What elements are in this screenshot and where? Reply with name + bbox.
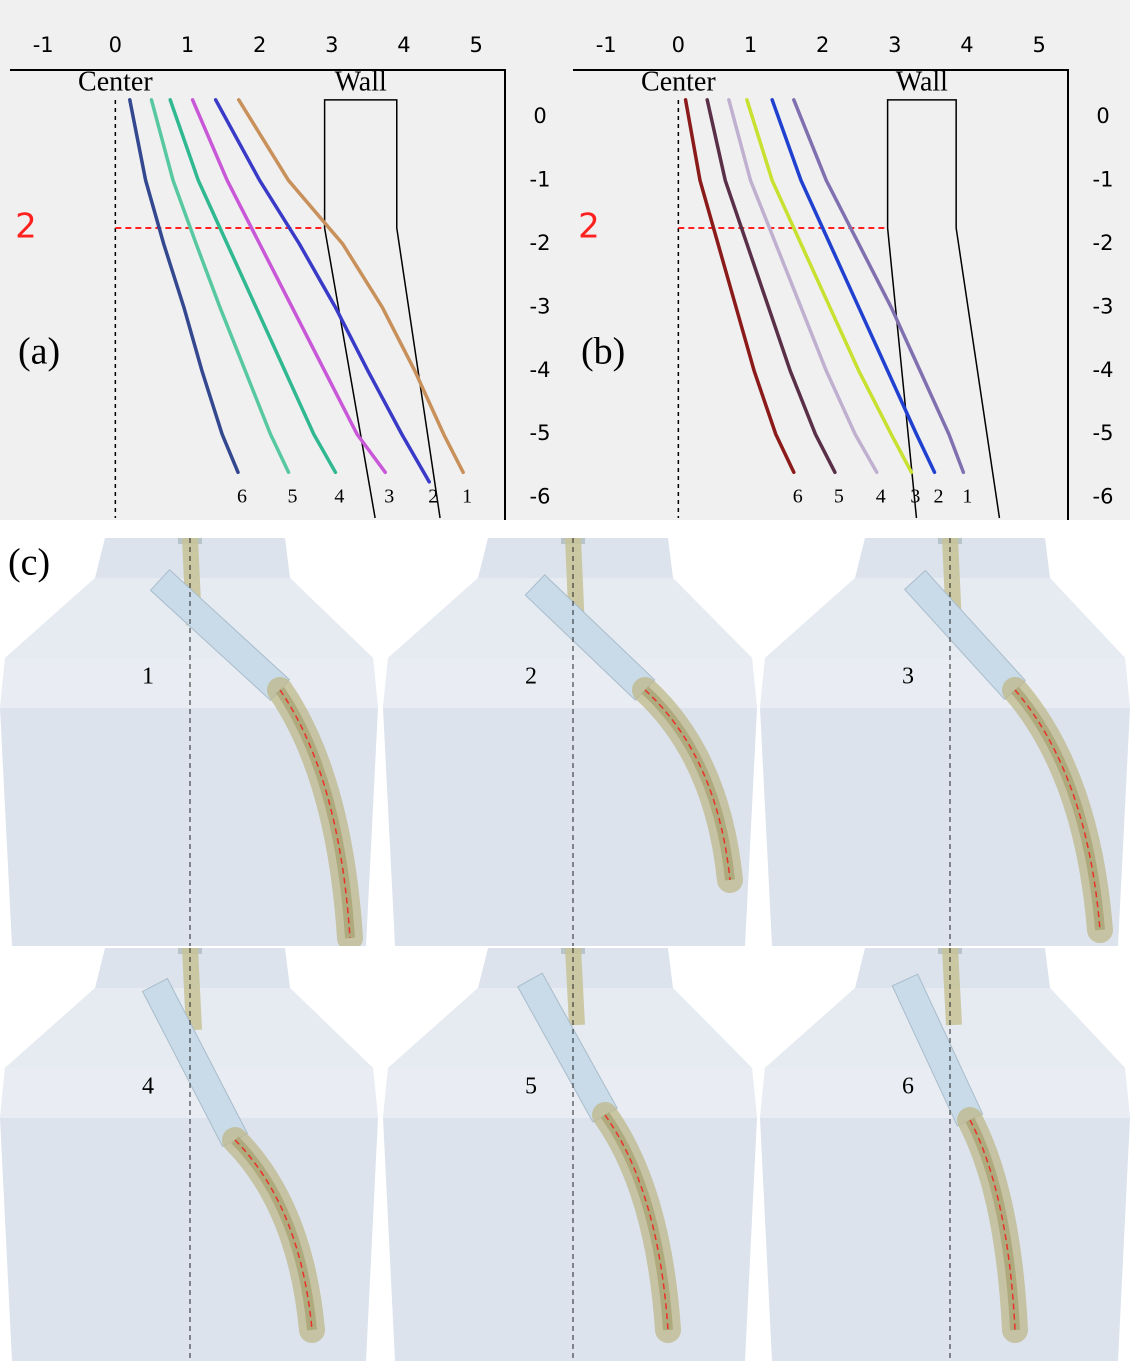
- figure: -10123450-1-2-3-4-5-62CenterWall(a)12345…: [0, 0, 1130, 1361]
- wall-label: Wall: [896, 66, 948, 97]
- x-tick-label: 4: [397, 33, 410, 57]
- image-label: 2: [525, 664, 537, 690]
- x-tick-label: 5: [1032, 33, 1045, 57]
- reference-label: 2: [15, 207, 37, 247]
- series-label: 6: [237, 485, 247, 507]
- series-label: 1: [962, 485, 972, 507]
- simulation-image: 5: [383, 948, 757, 1361]
- silo-band: [0, 658, 378, 708]
- series-label: 2: [428, 485, 438, 507]
- x-tick-label: 2: [816, 33, 829, 57]
- x-tick-label: 1: [744, 33, 757, 57]
- x-tick-label: 0: [109, 33, 122, 57]
- y-tick-label: -6: [530, 485, 551, 509]
- series-label: 4: [334, 485, 344, 507]
- y-tick-label: -2: [1093, 231, 1114, 255]
- image-label: 5: [525, 1074, 537, 1100]
- y-tick-label: -2: [530, 231, 551, 255]
- y-tick-label: -6: [1093, 485, 1114, 509]
- series-label: 3: [384, 485, 394, 507]
- y-tick-label: 0: [1096, 104, 1109, 128]
- y-tick-label: -5: [1093, 421, 1114, 445]
- image-label: 4: [142, 1074, 154, 1100]
- feed-stream: [950, 948, 954, 1025]
- reference-label: 2: [578, 207, 600, 247]
- panel-label: (b): [581, 331, 625, 373]
- feed-stream: [573, 948, 577, 1025]
- silo-band: [383, 658, 757, 708]
- center-label: Center: [78, 66, 153, 97]
- y-tick-label: -3: [1093, 294, 1114, 318]
- feed-stream: [190, 948, 194, 1030]
- x-tick-label: 5: [469, 33, 482, 57]
- simulation-image: 2: [383, 538, 757, 946]
- x-tick-label: 3: [325, 33, 338, 57]
- simulation-image: 3: [760, 538, 1130, 946]
- simulation-image: 4: [0, 948, 378, 1361]
- simulation-image: 1: [0, 538, 378, 946]
- simulation-image: 6: [760, 948, 1130, 1361]
- series-label: 5: [288, 485, 298, 507]
- x-tick-label: 2: [253, 33, 266, 57]
- series-label: 2: [934, 485, 944, 507]
- silo-band: [760, 658, 1130, 708]
- x-tick-label: 3: [888, 33, 901, 57]
- y-tick-label: -5: [530, 421, 551, 445]
- series-label: 5: [834, 485, 844, 507]
- x-tick-label: -1: [33, 33, 54, 57]
- panel-label: (a): [18, 331, 60, 373]
- image-label: 3: [902, 664, 914, 690]
- image-label: 1: [142, 664, 154, 690]
- panel-label: (c): [8, 542, 50, 584]
- wall-label: Wall: [335, 66, 387, 97]
- x-tick-label: 4: [960, 33, 973, 57]
- series-label: 1: [462, 485, 472, 507]
- series-label: 3: [910, 485, 920, 507]
- x-tick-label: 1: [181, 33, 194, 57]
- y-tick-label: -4: [530, 358, 551, 382]
- y-tick-label: -3: [530, 294, 551, 318]
- y-tick-label: -1: [1093, 167, 1114, 191]
- y-tick-label: -1: [530, 167, 551, 191]
- series-label: 4: [876, 485, 886, 507]
- x-tick-label: -1: [596, 33, 617, 57]
- series-label: 6: [793, 485, 803, 507]
- y-tick-label: -4: [1093, 358, 1114, 382]
- image-label: 6: [902, 1074, 914, 1100]
- center-label: Center: [641, 66, 716, 97]
- x-tick-label: 0: [672, 33, 685, 57]
- y-tick-label: 0: [533, 104, 546, 128]
